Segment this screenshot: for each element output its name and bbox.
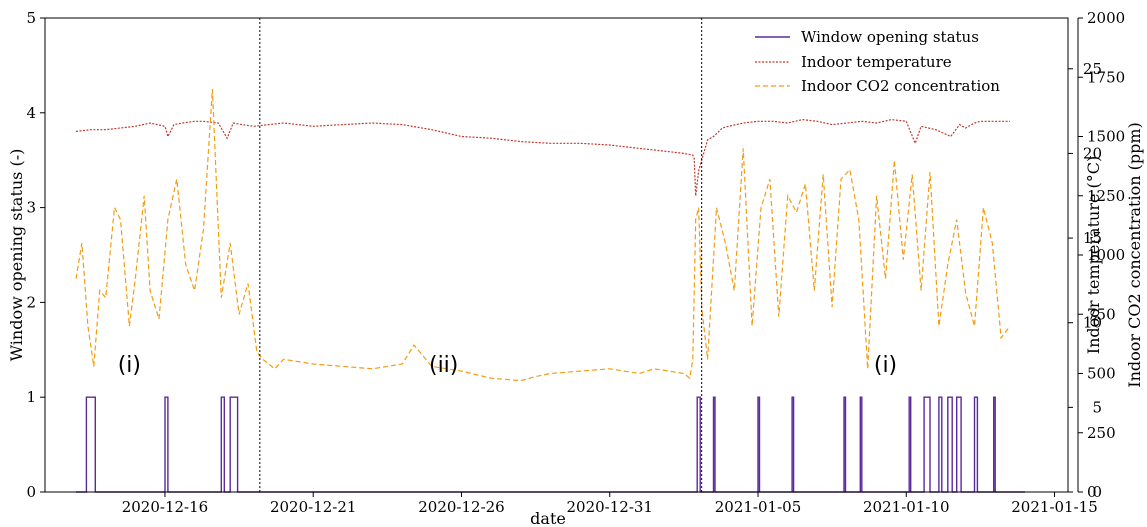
legend-label-co2: Indoor CO2 concentration [801, 77, 1000, 95]
temp-tick-label: 15 [1083, 229, 1102, 247]
co2-tick-label: 1750 [1087, 68, 1125, 86]
period-annotation: (ii) [429, 353, 458, 378]
x-tick-label: 2020-12-31 [566, 498, 652, 516]
left-tick-label: 3 [26, 199, 36, 217]
legend-label-window: Window opening status [801, 28, 979, 46]
temp-tick-label: 0 [1092, 483, 1102, 501]
period-annotation: (i) [874, 353, 897, 378]
left-tick-label: 4 [26, 104, 36, 122]
temp-axis-label: Indoor temperature (°C) [1084, 156, 1103, 355]
temp-tick-label: 10 [1083, 314, 1102, 332]
co2-tick-label: 250 [1087, 424, 1116, 442]
left-tick-label: 5 [26, 9, 36, 27]
temp-tick-label: 25 [1083, 60, 1102, 78]
legend-label-temperature: Indoor temperature [801, 53, 952, 71]
x-tick-label: 2020-12-26 [418, 498, 504, 516]
x-tick-label: 2020-12-21 [270, 498, 356, 516]
x-axis-label: date [530, 509, 566, 527]
left-axis-ticks: 0 1 2 3 4 5 [26, 9, 45, 501]
legend: Window opening status Indoor temperature… [755, 28, 1000, 95]
vline-layer [259, 18, 703, 492]
x-tick-label: 2021-01-10 [863, 498, 949, 516]
plot-background [45, 18, 1068, 492]
co2-tick-label: 500 [1087, 365, 1116, 383]
left-tick-label: 2 [26, 293, 36, 311]
co2-tick-label: 0 [1087, 483, 1097, 501]
temp-tick-label: 5 [1092, 398, 1102, 416]
left-tick-label: 1 [26, 388, 36, 406]
plot-frame [44, 17, 1069, 493]
x-axis-ticks: 2020-12-16 2020-12-21 2020-12-26 2020-12-31… [122, 492, 1098, 516]
temp-tick-label: 20 [1083, 144, 1102, 162]
temp-axis-ticks: 0 5 10 15 20 25 [1068, 60, 1102, 501]
co2-tick-label: 1250 [1087, 187, 1125, 205]
left-axis-label: Window opening status (-) [7, 149, 26, 362]
left-tick-label: 0 [26, 483, 36, 501]
co2-axis-label: Indoor CO2 concentration (ppm) [1125, 122, 1144, 387]
x-tick-label: 2020-12-16 [122, 498, 208, 516]
series-line-0 [76, 396, 1025, 493]
period-annotation: (i) [118, 353, 141, 378]
series-line-1 [75, 118, 1010, 196]
co2-tick-label: 1000 [1087, 246, 1125, 264]
co2-tick-label: 2000 [1087, 9, 1125, 27]
x-tick-label: 2021-01-15 [1011, 498, 1097, 516]
x-tick-label: 2021-01-05 [715, 498, 801, 516]
series-layer [75, 89, 1025, 493]
annotations: (i) (ii) (i) [118, 353, 897, 378]
co2-tick-label: 750 [1087, 305, 1116, 323]
co2-tick-label: 1500 [1087, 128, 1125, 146]
